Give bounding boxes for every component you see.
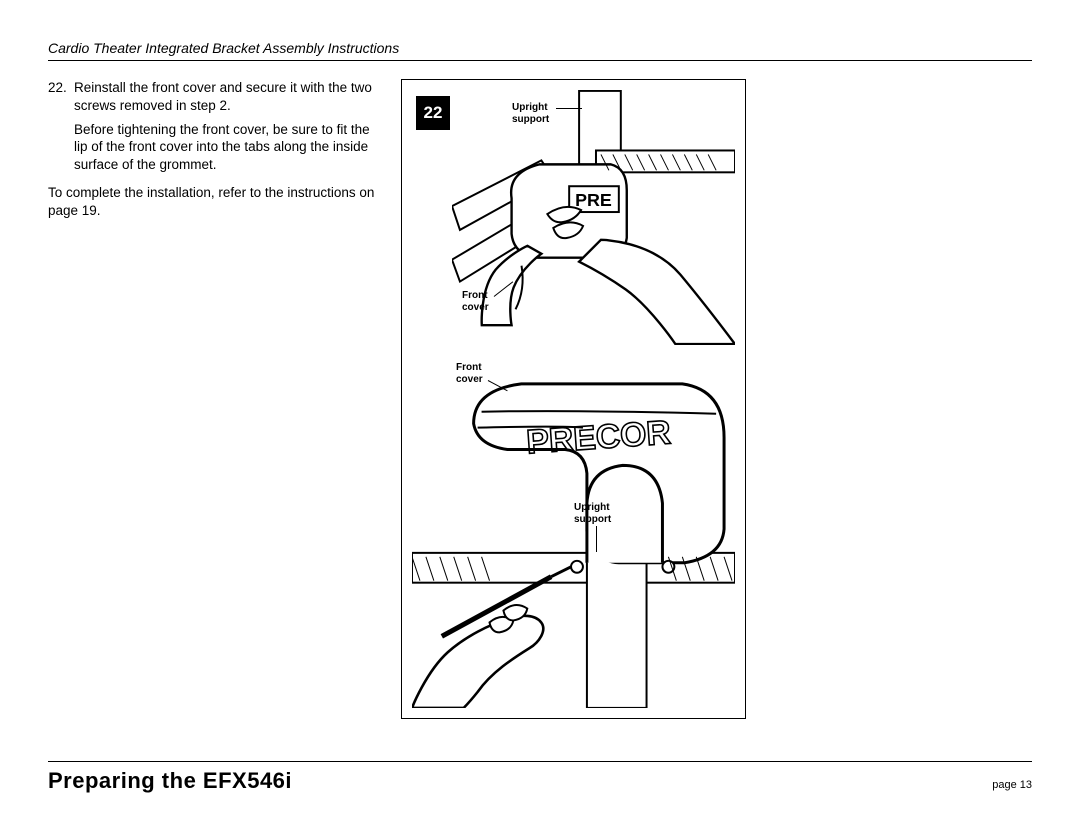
step-body: Reinstall the front cover and secure it … [74, 79, 383, 174]
illustration-bottom: PRECOR [412, 354, 735, 708]
step-number: 22. [48, 79, 74, 174]
figure-column: 22 [401, 79, 1032, 719]
footer-page-number: page 13 [992, 779, 1032, 791]
doc-header-title: Cardio Theater Integrated Bracket Assemb… [48, 40, 1032, 56]
svg-text:PRE: PRE [575, 190, 612, 210]
followup-text: To complete the installation, refer to t… [48, 184, 383, 220]
label-upright-support-top: Upright support [512, 102, 549, 126]
label-front-cover-top: Front cover [462, 290, 489, 314]
header-rule [48, 60, 1032, 61]
leader-line [596, 526, 597, 552]
step-sub-text: Before tightening the front cover, be su… [74, 121, 383, 174]
footer-section-title: Preparing the EFX546i [48, 768, 292, 794]
label-front-cover-bot: Front cover [456, 362, 483, 386]
page-footer: Preparing the EFX546i page 13 [48, 761, 1032, 794]
footer-rule [48, 761, 1032, 762]
leader-line [556, 108, 582, 109]
step-main-text: Reinstall the front cover and secure it … [74, 79, 383, 115]
label-upright-support-bot: Upright support [574, 502, 611, 526]
figure-frame: 22 [401, 79, 746, 719]
step-22: 22. Reinstall the front cover and secure… [48, 79, 383, 174]
figure-step-badge: 22 [416, 96, 450, 130]
illustration-top: PRE [452, 90, 735, 345]
content-columns: 22. Reinstall the front cover and secure… [48, 79, 1032, 719]
instructions-column: 22. Reinstall the front cover and secure… [48, 79, 383, 719]
